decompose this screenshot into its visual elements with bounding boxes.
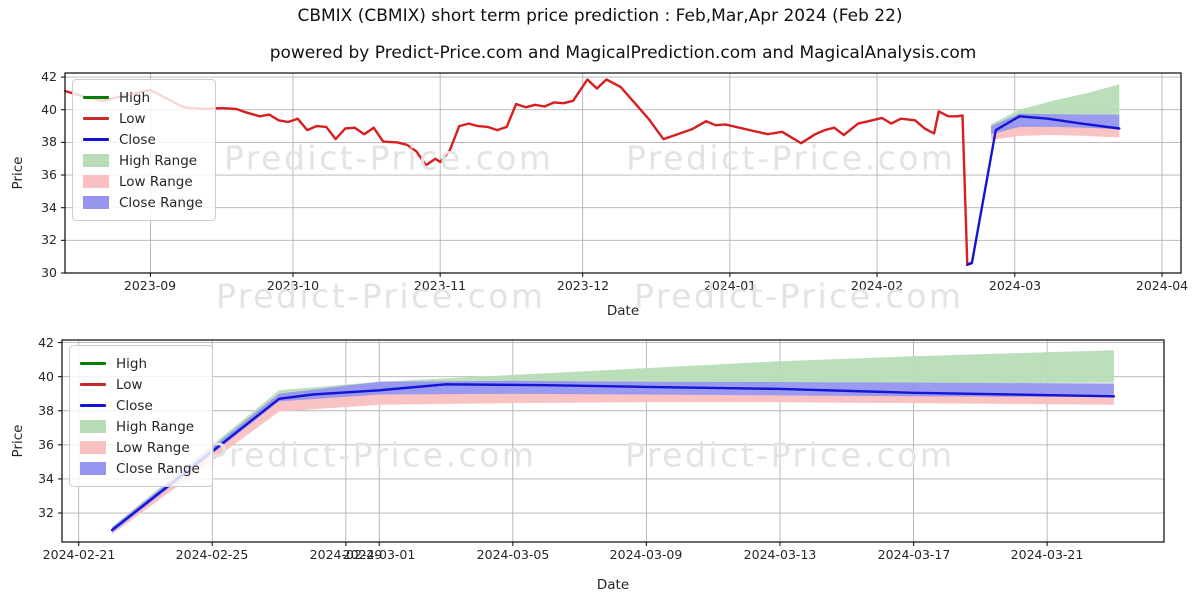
bottom-y-tick-label: 36: [38, 437, 54, 452]
legend-patch-swatch: [83, 154, 109, 167]
legend-patch-swatch: [83, 196, 109, 209]
legend-line-swatch: [83, 96, 109, 99]
top-band-low-range: [991, 124, 1120, 140]
watermark-text: Predict-Price.com: [625, 435, 955, 475]
legend-patch-swatch: [80, 420, 106, 433]
legend-label: Low Range: [119, 173, 193, 190]
watermark-text: Predict-Price.com: [224, 138, 554, 178]
bottom-legend: High Low Close High Range Low Range Close Ran…: [69, 345, 213, 487]
bottom-x-axis-title: Date: [596, 577, 630, 593]
top-x-tick-label: 2024-02: [850, 278, 904, 293]
watermark-text: Predict-Price.com: [207, 435, 537, 475]
chart-title: CBMIX (CBMIX) short term price predictio…: [297, 6, 903, 26]
legend-label: High Range: [119, 152, 198, 169]
bottom-y-tick-label: 34: [38, 471, 54, 486]
top-y-tick-label: 36: [41, 167, 57, 182]
top-y-tick-label: 40: [41, 102, 57, 117]
bottom-y-tick-label: 32: [38, 505, 54, 520]
top-y-tick-label: 32: [41, 232, 57, 247]
top-band-close-range: [991, 113, 1120, 135]
watermark-text: Predict-Price.com: [626, 138, 956, 178]
chart-subtitle: powered by Predict-Price.com and Magical…: [269, 43, 977, 63]
bottom-series-close: [110, 383, 1116, 532]
bottom-band-close-range: [112, 380, 1114, 533]
top-y-tick-label: 34: [41, 200, 57, 215]
top-x-tick-label: 2023-12: [556, 278, 610, 293]
bottom-x-tick-label: 2024-03-01: [342, 547, 416, 562]
top-x-axis-title: Date: [606, 303, 640, 319]
bottom-plot-frame: [61, 339, 1165, 543]
top-series-close: [966, 115, 1121, 266]
legend-item-low-range: Low Range: [83, 171, 203, 192]
legend-item-low-range: Low Range: [80, 437, 200, 458]
watermark-text: Predict-Price.com: [216, 276, 546, 316]
legend-line-swatch: [83, 117, 109, 120]
legend-label: Close Range: [119, 194, 203, 211]
bottom-x-tick-label: 2024-03-13: [743, 547, 817, 562]
legend-line-swatch: [83, 138, 109, 141]
top-y-tick-label: 38: [41, 134, 57, 149]
bottom-x-tick-label: 2024-02-25: [175, 547, 249, 562]
legend-line-swatch: [80, 362, 106, 365]
legend-label: High: [116, 355, 148, 372]
legend-label: Low: [119, 110, 146, 127]
legend-label: Close Range: [116, 460, 200, 477]
legend-label: Low Range: [116, 439, 190, 456]
bottom-x-tick-label: 2024-03-21: [1010, 547, 1084, 562]
top-x-tick-label: 2024-04: [1135, 278, 1189, 293]
bottom-x-tick-label: 2024-03-05: [476, 547, 550, 562]
bottom-x-tick-label: 2024-02-29: [309, 547, 383, 562]
watermark-text: Predict-Price.com: [634, 276, 964, 316]
bottom-y-axis-title: Price: [10, 424, 26, 458]
top-x-tick-label: 2024-03: [988, 278, 1042, 293]
legend-label: Close: [119, 131, 156, 148]
legend-label: High Range: [116, 418, 195, 435]
legend-label: High: [119, 89, 151, 106]
bottom-x-tick-label: 2024-03-17: [877, 547, 951, 562]
top-y-axis-title: Price: [10, 156, 26, 190]
top-plot-frame: [64, 72, 1182, 274]
bottom-x-tick-label: 2024-03-09: [609, 547, 683, 562]
legend-item-low: Low: [80, 374, 200, 395]
top-x-tick-label: 2023-09: [123, 278, 177, 293]
legend-item-close: Close: [83, 129, 203, 150]
top-x-tick-label: 2023-10: [266, 278, 320, 293]
legend-item-high: High: [83, 87, 203, 108]
legend-line-swatch: [80, 404, 106, 407]
top-legend: High Low Close High Range Low Range Close Ran…: [72, 79, 216, 221]
legend-label: Close: [116, 397, 153, 414]
legend-item-high-range: High Range: [80, 416, 200, 437]
top-y-tick-label: 42: [41, 69, 57, 84]
legend-patch-swatch: [83, 175, 109, 188]
legend-patch-swatch: [80, 441, 106, 454]
legend-item-low: Low: [83, 108, 203, 129]
legend-label: Low: [116, 376, 143, 393]
legend-line-swatch: [80, 383, 106, 386]
legend-item-close: Close: [80, 395, 200, 416]
legend-item-close-range: Close Range: [80, 458, 200, 479]
bottom-y-tick-label: 38: [38, 403, 54, 418]
top-band-high-range: [991, 84, 1120, 129]
legend-item-high: High: [80, 353, 200, 374]
legend-item-high-range: High Range: [83, 150, 203, 171]
bottom-y-tick-label: 42: [38, 335, 54, 350]
top-x-tick-label: 2024-01: [703, 278, 757, 293]
bottom-band-high-range: [112, 350, 1114, 532]
top-y-tick-label: 30: [41, 265, 57, 280]
bottom-y-tick-label: 40: [38, 369, 54, 384]
top-series-low: [63, 78, 974, 266]
legend-item-close-range: Close Range: [83, 192, 203, 213]
bottom-x-tick-label: 2024-02-21: [42, 547, 116, 562]
legend-patch-swatch: [80, 462, 106, 475]
top-x-tick-label: 2023-11: [413, 278, 467, 293]
